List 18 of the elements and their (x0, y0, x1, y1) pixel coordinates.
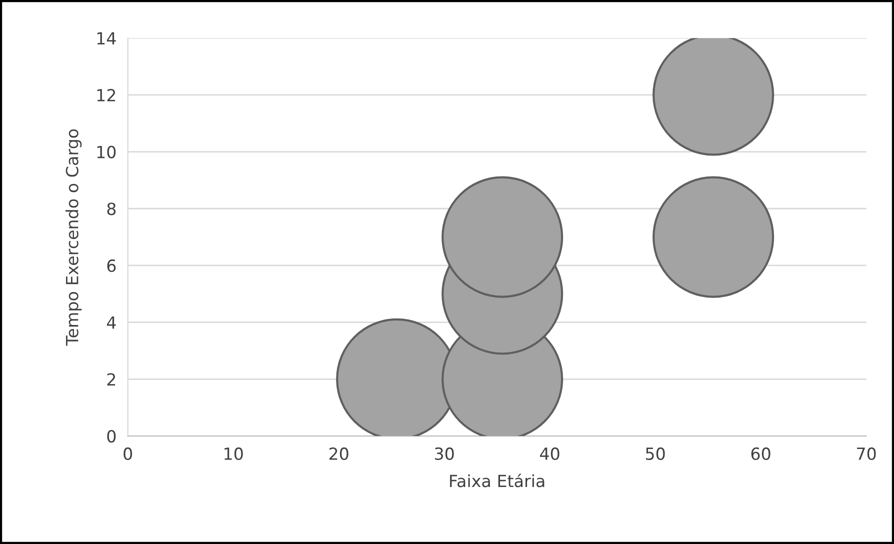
x-tick-label: 70 (857, 447, 876, 460)
x-tick-label: 60 (751, 447, 770, 460)
x-tick-label: 20 (329, 447, 348, 460)
y-axis-title: Tempo Exercendo o Cargo (66, 129, 82, 346)
y-tick-label: 14 (97, 32, 116, 44)
x-tick-label: 30 (434, 447, 454, 460)
x-axis-title: Faixa Etária (450, 474, 544, 488)
x-tick-label: 50 (646, 447, 665, 460)
x-tick-label: 10 (224, 447, 243, 460)
y-tick-label: 4 (106, 316, 116, 329)
y-tick-label: 2 (107, 373, 116, 386)
y-tick-label: 12 (97, 88, 116, 102)
x-tick-label: 40 (540, 447, 560, 460)
y-tick-label: 10 (97, 146, 116, 158)
y-tick-label: 8 (107, 202, 116, 216)
x-tick-label: 0 (124, 447, 132, 460)
y-tick-label: 6 (107, 259, 116, 272)
y-tick-label: 0 (107, 430, 116, 443)
